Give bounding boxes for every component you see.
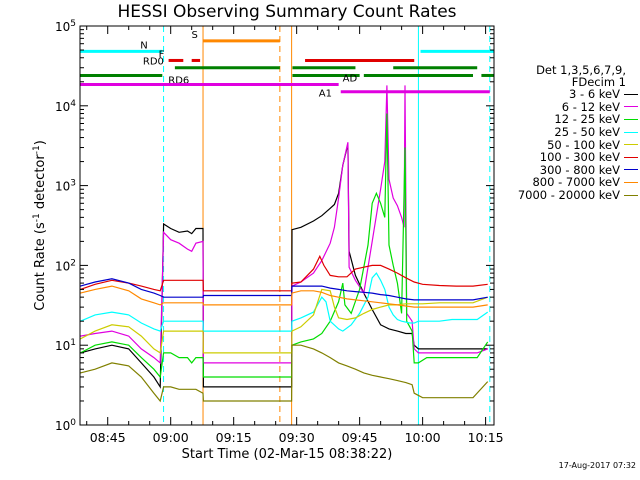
legend-swatch-3 xyxy=(624,131,638,133)
legend-swatch-1 xyxy=(624,106,638,108)
legend-swatch-4 xyxy=(624,144,638,146)
plot-frame xyxy=(79,25,495,426)
legend-label-8: 7000 - 20000 keV xyxy=(517,188,620,203)
x-tick-label-5: 10:00 xyxy=(405,430,441,445)
flag-label-a1: A1 xyxy=(319,89,332,100)
legend-swatch-8 xyxy=(624,194,638,196)
series-line-6 xyxy=(80,278,488,301)
legend-item-7: 800 - 7000 keV xyxy=(496,175,638,190)
legend-label-6: 300 - 800 keV xyxy=(539,162,620,177)
flag-label-f: F xyxy=(159,49,165,60)
series-line-8 xyxy=(80,344,489,403)
legend-header-line-2: FDecim 1 xyxy=(571,75,626,89)
x-tick-label-6: 10:15 xyxy=(468,430,504,445)
y-tick-label-1: 101 xyxy=(55,338,76,353)
legend-label-7: 800 - 7000 keV xyxy=(532,175,620,190)
x-tick-label-1: 09:00 xyxy=(153,430,189,445)
flag-label-rd6: RD6 xyxy=(168,75,189,86)
flag-label-ad: AD xyxy=(343,73,358,84)
x-tick-label-3: 09:30 xyxy=(279,430,315,445)
x-tick-label-0: 08:45 xyxy=(90,430,126,445)
series-line-5 xyxy=(80,254,488,292)
flag-label-s: S xyxy=(191,30,197,41)
legend-item-5: 100 - 300 keV xyxy=(496,150,638,165)
flag-label-n: N xyxy=(140,40,147,51)
series-line-7 xyxy=(80,285,488,308)
series-line-4 xyxy=(80,288,488,354)
legend-item-3: 25 - 50 keV xyxy=(496,125,638,140)
series-line-3 xyxy=(80,272,489,332)
legend-label-0: 3 - 6 keV xyxy=(569,87,620,102)
legend-item-6: 300 - 800 keV xyxy=(496,162,638,177)
flag-label-rd0: RD0 xyxy=(143,57,164,68)
legend-item-4: 50 - 100 keV xyxy=(496,137,638,152)
legend-label-4: 50 - 100 keV xyxy=(547,137,620,152)
series-line-2 xyxy=(80,113,489,379)
legend-swatch-5 xyxy=(624,156,638,158)
legend-header-line-1: Det 1,3,5,6,7,9, xyxy=(536,63,626,77)
y-axis-label: Count Rate (s-1 detector-1) xyxy=(32,140,48,311)
legend-item-0: 3 - 6 keV xyxy=(496,87,638,102)
y-tick-label-0: 100 xyxy=(55,418,76,433)
legend-swatch-6 xyxy=(624,169,638,171)
legend-swatch-7 xyxy=(624,181,638,183)
legend: Det 1,3,5,6,7,9, FDecim 1 3 - 6 keV 6 - 1… xyxy=(496,63,638,203)
y-tick-label-4: 104 xyxy=(55,99,76,114)
x-tick-label-2: 09:15 xyxy=(216,430,252,445)
chart-title: HESSI Observing Summary Count Rates xyxy=(117,2,457,22)
y-tick-label-2: 102 xyxy=(55,258,76,273)
date-stamp: 17-Aug-2017 07:32 xyxy=(558,461,636,470)
legend-item-2: 12 - 25 keV xyxy=(496,112,638,127)
axis-ticks: 08:45 09:00 09:15 09:30 09:45 10:00 10:15 100 10… xyxy=(55,19,504,445)
x-tick-label-4: 09:45 xyxy=(342,430,378,445)
legend-label-5: 100 - 300 keV xyxy=(539,150,620,165)
y-tick-label-3: 103 xyxy=(55,179,76,194)
y-tick-label-5: 105 xyxy=(55,19,76,34)
legend-label-2: 12 - 25 keV xyxy=(554,112,620,127)
legend-swatch-0 xyxy=(624,93,638,95)
x-axis-label: Start Time (02-Mar-15 08:38:22) xyxy=(182,447,393,462)
legend-swatch-2 xyxy=(624,118,638,120)
legend-label-1: 6 - 12 keV xyxy=(561,99,620,114)
legend-item-1: 6 - 12 keV xyxy=(496,99,638,114)
series-line-0 xyxy=(80,144,488,389)
legend-label-3: 25 - 50 keV xyxy=(554,125,620,140)
legend-item-8: 7000 - 20000 keV xyxy=(496,188,638,203)
series-lines xyxy=(80,85,489,403)
series-line-1 xyxy=(80,85,488,365)
